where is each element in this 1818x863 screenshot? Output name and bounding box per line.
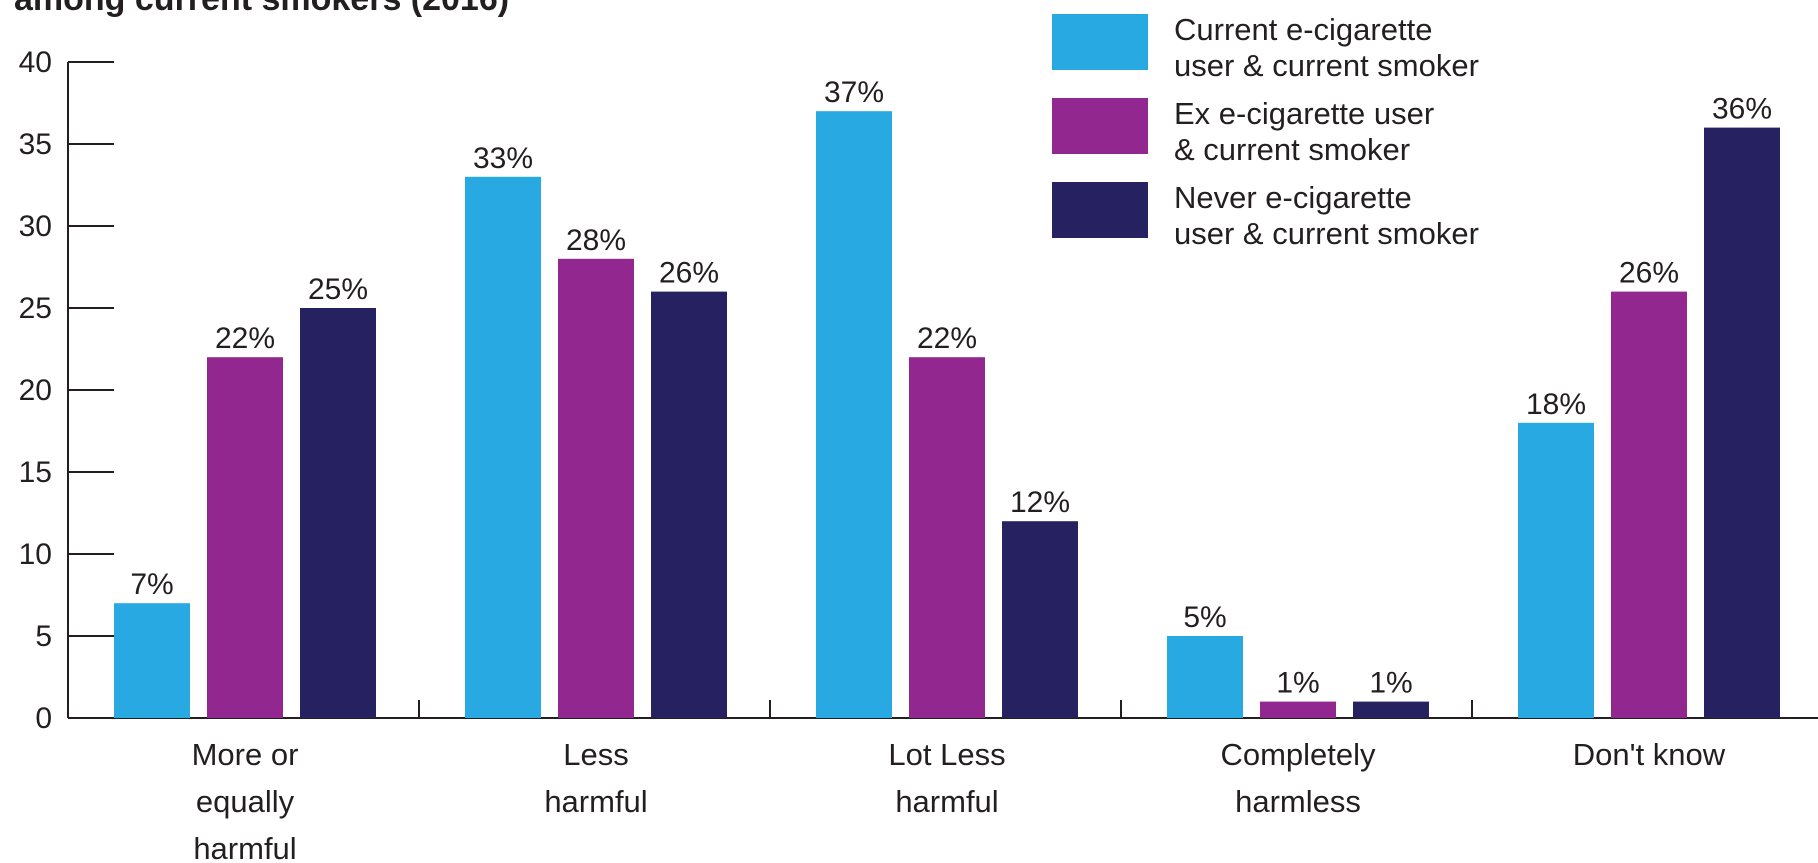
data-label: 5% xyxy=(1183,601,1226,634)
bar xyxy=(1167,636,1243,718)
legend-swatch xyxy=(1052,14,1148,70)
legend-label: Never e-cigarette user & current smoker xyxy=(1174,180,1479,251)
x-category-label: Less harmful xyxy=(544,737,647,819)
bar xyxy=(1611,291,1687,718)
bar xyxy=(114,603,190,718)
data-label: 1% xyxy=(1369,667,1412,700)
data-label: 22% xyxy=(215,322,275,355)
y-tick-label: 30 xyxy=(19,210,52,243)
x-category-label: Completely harmless xyxy=(1220,737,1376,819)
bars xyxy=(114,111,1780,719)
x-category-label: More or equally harmful xyxy=(192,737,299,863)
bar xyxy=(1704,127,1780,719)
data-label: 26% xyxy=(1619,257,1679,290)
data-label: 18% xyxy=(1526,388,1586,421)
bar xyxy=(909,357,985,718)
data-labels: 7% 33% 37% 5% 18% 22% 28% 22% 1% 26% 25% 26% 12% 1% 36… xyxy=(130,76,1772,699)
x-category-label: Don't know xyxy=(1573,737,1726,772)
data-label: 33% xyxy=(473,142,533,175)
y-tick-label: 0 xyxy=(35,702,52,735)
data-label: 36% xyxy=(1712,93,1772,126)
data-label: 26% xyxy=(659,257,719,290)
legend-swatch xyxy=(1052,98,1148,154)
y-tick-label: 15 xyxy=(19,456,52,489)
chart-title: among current smokers (2016) xyxy=(14,0,509,18)
data-label: 7% xyxy=(130,568,173,601)
x-axis: More or equally harmful Less harmful Lot Less… xyxy=(68,700,1818,863)
bar xyxy=(651,291,727,718)
y-tick-label: 5 xyxy=(35,620,52,653)
bar xyxy=(207,357,283,718)
y-tick-label: 20 xyxy=(19,374,52,407)
bar xyxy=(558,258,634,718)
legend-label: Ex e-cigarette user & current smoker xyxy=(1174,96,1434,167)
y-axis: 0 5 10 15 20 25 30 35 40 xyxy=(19,46,114,735)
data-label: 25% xyxy=(308,273,368,306)
bar xyxy=(816,111,892,718)
bar xyxy=(300,308,376,718)
legend: Current e-cigarette user & current smoker… xyxy=(1052,12,1479,251)
bar xyxy=(465,176,541,719)
y-tick-label: 35 xyxy=(19,128,52,161)
data-label: 12% xyxy=(1010,486,1070,519)
y-tick-label: 40 xyxy=(19,46,52,79)
bar xyxy=(1260,701,1336,718)
data-label: 22% xyxy=(917,322,977,355)
data-label: 37% xyxy=(824,76,884,109)
bar xyxy=(1353,701,1429,718)
data-label: 1% xyxy=(1276,667,1319,700)
y-tick-label: 25 xyxy=(19,292,52,325)
x-category-label: Lot Less harmful xyxy=(888,737,1005,819)
legend-label: Current e-cigarette user & current smoker xyxy=(1174,12,1479,83)
data-label: 28% xyxy=(566,224,626,257)
legend-swatch xyxy=(1052,182,1148,238)
bar xyxy=(1518,422,1594,718)
bar xyxy=(1002,521,1078,718)
y-tick-label: 10 xyxy=(19,538,52,571)
